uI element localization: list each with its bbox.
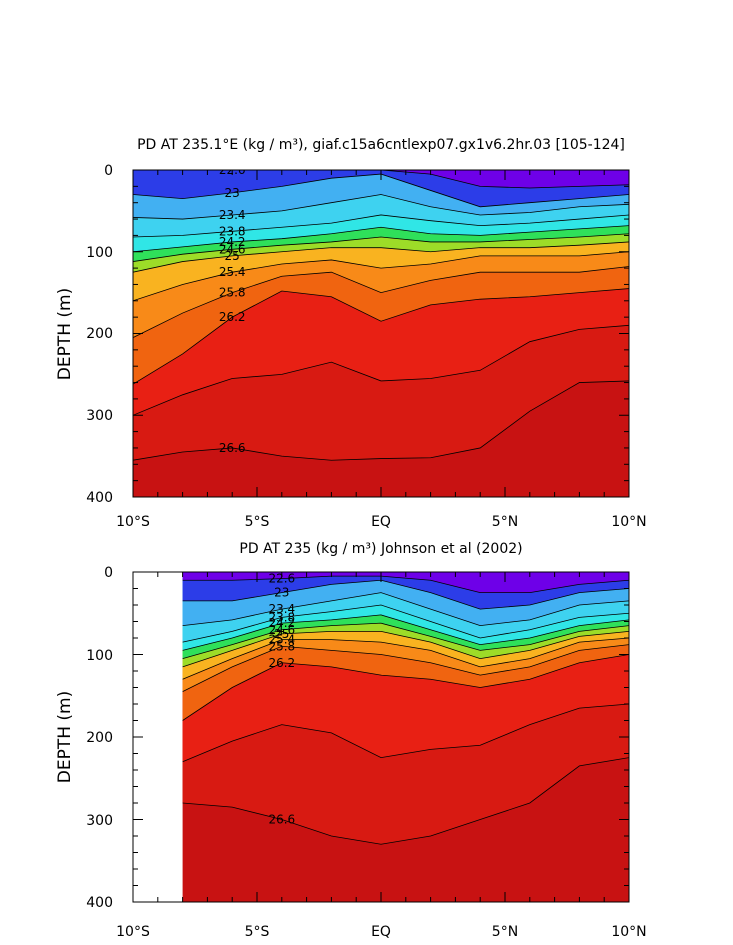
isopycnal-line	[133, 233, 629, 262]
isopycnal-line	[182, 631, 629, 668]
isopycnal-line	[133, 251, 629, 302]
x-tick-label: 10°S	[116, 514, 150, 530]
isopycnal-line	[133, 324, 629, 416]
contour-label: 25.4	[219, 265, 246, 279]
isopycnal-line	[182, 604, 629, 643]
x-tick-label: 10°S	[116, 924, 150, 940]
y-tick-label: 200	[86, 730, 113, 746]
isopycnal-line	[133, 170, 629, 189]
contour-label: 24.6	[268, 623, 295, 637]
isopycnal-line	[182, 644, 629, 692]
x-axis: 10°S 5°S EQ 5°N 10°N	[116, 924, 647, 940]
axis-ticks	[132, 169, 630, 498]
x-tick-label: EQ	[371, 514, 391, 530]
isopycnal-line	[133, 194, 629, 220]
panel-title: PD AT 235 (kg / m³) Johnson et al (2002)	[239, 541, 522, 557]
isopycnal-line	[133, 241, 629, 273]
y-tick-label: 400	[86, 895, 113, 911]
contour-label: 24.2	[219, 235, 246, 249]
contour-label: 23.4	[219, 208, 246, 222]
contour-label: 24.6	[219, 242, 246, 256]
x-tick-label: 5°S	[245, 924, 270, 940]
isopycnal-line	[133, 266, 629, 338]
y-axis-label: DEPTH (m)	[55, 691, 75, 783]
panel-title: PD AT 235.1°E (kg / m³), giaf.c15a6cntle…	[137, 137, 625, 153]
isopycnal-line	[133, 380, 629, 461]
x-tick-label: 10°N	[611, 924, 646, 940]
y-axis: 0 100 200 300 400 DEPTH (m)	[55, 163, 113, 506]
y-tick-label: 300	[86, 813, 113, 829]
x-tick-label: 5°N	[492, 924, 518, 940]
contour-label: 23	[225, 186, 240, 200]
isopycnal-line	[182, 579, 629, 610]
y-tick-label: 300	[86, 408, 113, 424]
contour-label: 25	[274, 627, 289, 641]
filled-contours	[133, 170, 629, 497]
isopycnal-line	[182, 654, 629, 721]
contour-label: 23.8	[268, 610, 295, 624]
isopycnal-line	[182, 592, 629, 627]
isopycnal-line	[182, 703, 629, 763]
y-tick-label: 0	[104, 565, 113, 581]
y-axis-label: DEPTH (m)	[55, 288, 75, 380]
isopycnal-line	[182, 622, 629, 660]
axis-ticks	[132, 571, 630, 903]
contour-label: 26.2	[219, 310, 246, 324]
contour-label: 23	[274, 586, 289, 600]
y-tick-label: 400	[86, 490, 113, 506]
y-tick-label: 200	[86, 326, 113, 342]
y-tick-label: 100	[86, 245, 113, 261]
contour-label: 26.6	[219, 441, 246, 455]
y-tick-label: 0	[104, 163, 113, 179]
isopycnal-line	[133, 288, 629, 385]
y-axis: 0 100 200 300 400 DEPTH (m)	[55, 565, 113, 911]
x-tick-label: 5°S	[245, 514, 270, 530]
contour-label: 25	[225, 249, 240, 263]
panel-observations: PD AT 235 (kg / m³) Johnson et al (2002)…	[55, 541, 647, 940]
x-axis: 10°S 5°S EQ 5°N 10°N	[116, 514, 647, 530]
filled-contours	[182, 572, 629, 902]
isopycnal-line	[133, 214, 629, 238]
contour-label: 25.8	[219, 286, 246, 300]
contour-label: 24.2	[268, 616, 295, 630]
isopycnal-line	[133, 225, 629, 253]
contour-label: 26.6	[268, 813, 295, 827]
contour-label: 23.8	[219, 224, 246, 238]
contour-label: 23.4	[268, 602, 295, 616]
x-tick-label: EQ	[371, 924, 391, 940]
y-tick-label: 100	[86, 648, 113, 664]
contour-label: 25.8	[268, 639, 295, 653]
x-tick-label: 10°N	[611, 514, 646, 530]
density-band-fill	[182, 572, 629, 593]
contour-label: 26.2	[268, 656, 295, 670]
isopycnal-line	[182, 637, 629, 680]
isopycnal-line	[182, 757, 629, 845]
panel-model: PD AT 235.1°E (kg / m³), giaf.c15a6cntle…	[55, 137, 647, 530]
contour-label: 25.4	[268, 633, 295, 647]
x-tick-label: 5°N	[492, 514, 518, 530]
contour-label: 22.6	[268, 572, 295, 586]
isopycnal-line	[182, 614, 629, 651]
